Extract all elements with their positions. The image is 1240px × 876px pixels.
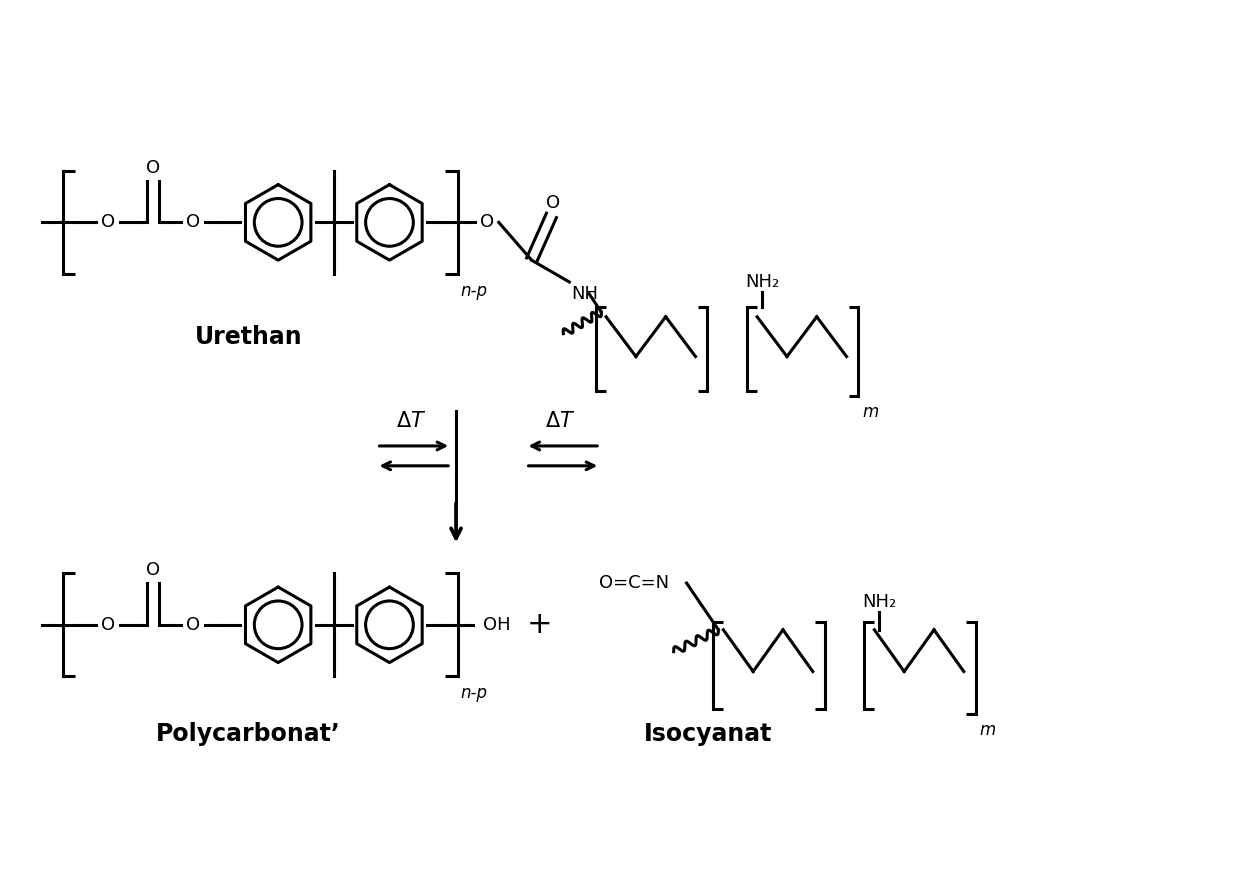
Text: O: O [186,616,200,634]
Text: O: O [146,562,160,579]
Text: O: O [102,214,115,231]
Text: O: O [146,159,160,177]
Text: $\Delta T$: $\Delta T$ [546,411,575,431]
Text: O: O [480,214,494,231]
Text: NH₂: NH₂ [745,273,779,291]
Text: m: m [863,403,879,421]
Text: O: O [186,214,200,231]
Text: O=C=N: O=C=N [599,574,670,592]
Text: Urethan: Urethan [195,325,303,349]
Text: +: + [527,611,552,639]
Text: NH: NH [572,285,599,303]
Text: Isocyanat: Isocyanat [645,722,773,746]
Text: n-p: n-p [460,684,487,703]
Text: $\Delta T$: $\Delta T$ [396,411,427,431]
Text: NH₂: NH₂ [862,593,897,611]
Text: OH: OH [482,616,511,634]
Text: O: O [102,616,115,634]
Text: n-p: n-p [460,282,487,300]
Text: Polycarbonat’: Polycarbonat’ [156,722,341,746]
Text: O: O [547,194,560,213]
Text: m: m [980,721,996,739]
